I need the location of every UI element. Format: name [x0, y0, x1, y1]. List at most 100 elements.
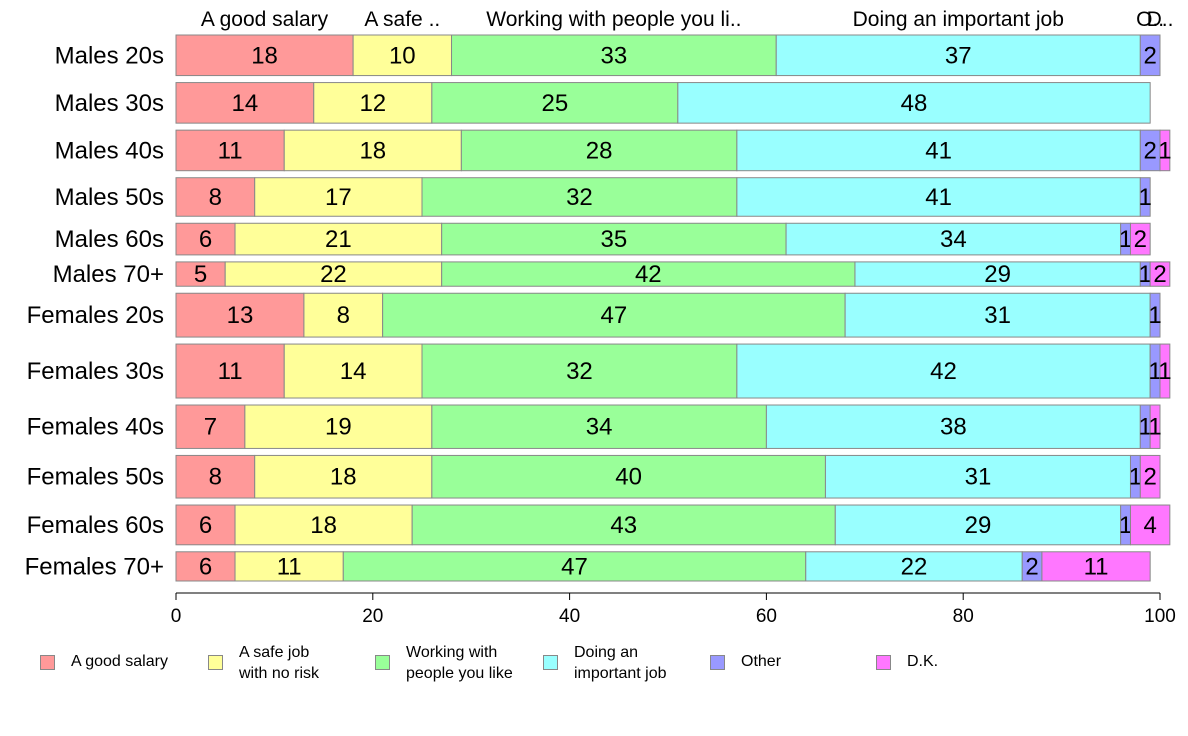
data-label: 25: [541, 90, 568, 117]
data-label: 1: [1158, 137, 1171, 164]
data-label: 1: [1119, 226, 1132, 253]
data-label: 42: [930, 358, 957, 385]
data-label: 43: [610, 512, 637, 539]
bar-segment: [1139, 34, 1161, 77]
chart-row: Females 40s 7 19 34 38 11: [27, 404, 1162, 449]
legend-label: Doing an important job: [574, 644, 667, 682]
bar-segment: [342, 551, 807, 582]
bar-segment: [1041, 551, 1151, 582]
data-label: 4: [1143, 512, 1156, 539]
row-label: Females 40s: [27, 414, 164, 441]
series-top-label: O..: [1136, 8, 1164, 31]
bar-segment: [234, 504, 413, 546]
legend-swatch: [710, 655, 725, 670]
row-label: Males 40s: [55, 137, 164, 164]
bar-segment: [805, 551, 1023, 582]
data-label: 8: [209, 464, 222, 491]
bar-segment: [677, 82, 1151, 124]
bar-segment: [441, 261, 856, 287]
row-label: Males 60s: [55, 226, 164, 253]
data-label: 13: [227, 302, 254, 329]
data-label: 38: [940, 414, 967, 441]
data-label: 2: [1025, 553, 1038, 580]
bar-segment: [352, 34, 453, 77]
chart-row: Males 60s 6 21 35 34 1 2: [55, 222, 1151, 256]
data-label: 35: [601, 226, 628, 253]
data-label: 48: [901, 90, 928, 117]
bar-segment: [244, 404, 433, 449]
data-label: 11: [277, 553, 302, 580]
legend-swatch: [375, 655, 390, 670]
series-top-label: A good salary: [201, 8, 329, 31]
bar-segment: [254, 454, 433, 499]
data-label: 1: [1139, 261, 1152, 288]
chart-row: Males 70+ 5 22 42 29 1 2: [53, 261, 1171, 288]
data-label: 1: [1139, 184, 1152, 211]
row-label: Males 70+: [53, 261, 164, 288]
bar-segment: [175, 129, 285, 172]
bar-segment: [313, 82, 433, 124]
chart-row: Females 60s 6 18 43 29 1 4: [27, 504, 1171, 546]
bar-segment: [175, 504, 236, 546]
bar-segment: [421, 343, 738, 399]
legend-swatch: [543, 655, 558, 670]
bar-segment: [441, 222, 787, 256]
bar-segment: [175, 222, 236, 256]
bar-segment: [1139, 454, 1161, 499]
data-label: 29: [984, 261, 1011, 288]
bar-segment: [824, 454, 1131, 499]
x-tick-label: 60: [756, 606, 777, 627]
bar-segment: [1159, 343, 1171, 399]
data-label: 1: [1129, 464, 1142, 491]
data-label: 47: [561, 553, 588, 580]
bar-segment: [175, 82, 315, 124]
x-tick-label: 0: [171, 606, 182, 627]
bar-segment: [431, 454, 826, 499]
data-label: 5: [194, 261, 207, 288]
x-tick-label: 20: [362, 606, 383, 627]
bar-segment: [175, 343, 285, 399]
bar-segment: [1149, 292, 1161, 338]
bar-segment: [460, 129, 738, 172]
row-label: Females 70+: [25, 553, 164, 580]
series-top-label: Doing an important job: [853, 8, 1064, 31]
chart-row: Females 50s 8 18 40 31 1 2: [27, 454, 1161, 499]
data-label: 2: [1134, 226, 1147, 253]
data-label: 18: [251, 42, 278, 69]
data-label: 2: [1143, 137, 1156, 164]
top-category-labels: A good salary A safe .. Working with peopl…: [201, 8, 1173, 31]
row-label: Males 50s: [55, 184, 164, 211]
data-label: 1: [1148, 302, 1161, 329]
legend-swatch: [40, 655, 55, 670]
data-label: 32: [566, 358, 593, 385]
row-label: Females 20s: [27, 302, 164, 329]
x-tick-label: 80: [953, 606, 974, 627]
chart-row: Males 30s 14 12 25 48: [55, 82, 1151, 124]
data-label: 29: [965, 512, 992, 539]
bar-segment: [765, 404, 1141, 449]
bar-segment: [234, 222, 443, 256]
chart-row: Males 50s 8 17 32 41 1: [55, 177, 1152, 217]
x-axis: 0 20 40 60 80 100: [171, 592, 1176, 627]
series-top-label: D..: [1147, 8, 1174, 31]
data-label: 14: [340, 358, 367, 385]
data-label: 34: [940, 226, 967, 253]
data-label: 41: [925, 137, 952, 164]
data-label: 12: [359, 90, 386, 117]
data-label: 22: [901, 553, 928, 580]
data-label: 8: [209, 184, 222, 211]
data-label: 17: [325, 184, 352, 211]
legend: A good salary A safe job with no risk Work…: [40, 642, 1140, 692]
data-label: 14: [232, 90, 259, 117]
legend-item: Doing an important job: [543, 642, 667, 684]
data-label: 10: [389, 42, 416, 69]
legend-label: A safe job with no risk: [239, 644, 320, 682]
series-top-label: Working with people you li..: [486, 8, 741, 31]
data-label: 1: [1139, 414, 1152, 441]
bar-segment: [1149, 261, 1171, 287]
bar-segment: [736, 129, 1141, 172]
legend-item: A safe job with no risk: [208, 642, 319, 684]
chart-row: Females 20s 13 8 47 31 1: [27, 292, 1162, 338]
